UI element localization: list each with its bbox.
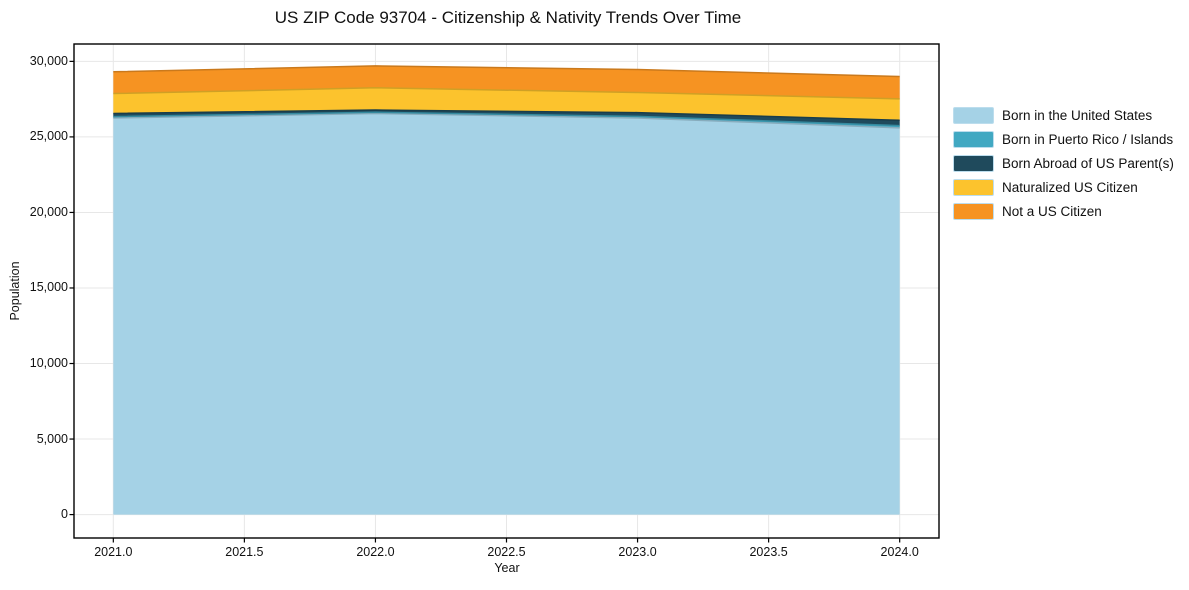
legend-label-0: Born in the United States [1002,108,1153,123]
y-tick-label-15000: 15,000 [29,280,68,295]
legend-item-1: Born in Puerto Rico / Islands [953,131,1174,148]
legend-item-0: Born in the United States [953,107,1174,124]
legend-label-4: Not a US Citizen [1002,204,1102,219]
area-band-0 [113,113,900,515]
y-tick-label-20000: 20,000 [29,204,68,219]
y-tick-label-5000: 5,000 [36,431,68,446]
tick-marks [69,60,901,543]
area-topline-4 [113,65,900,78]
area-topline-0 [113,112,900,129]
area-band-3 [113,87,900,121]
legend-swatch-0 [953,107,994,124]
legend-item-2: Born Abroad of US Parent(s) [953,155,1174,172]
legend: Born in the United States Born in Puerto … [953,107,1174,227]
x-tick-label-2024.0: 2024.0 [880,545,919,559]
x-tick-label-2021.5: 2021.5 [225,545,264,559]
y-tick-label-0: 0 [61,507,68,522]
legend-label-3: Naturalized US Citizen [1002,180,1138,195]
x-axis-label: Year [494,561,520,575]
x-tick-label-2022.0: 2022.0 [356,545,395,559]
y-tick-label-10000: 10,000 [29,356,68,370]
y-tick-label-25000: 25,000 [29,129,68,144]
area-band-2 [113,110,900,126]
legend-swatch-2 [953,155,994,172]
x-tick-label-2023.5: 2023.5 [749,545,788,559]
legend-item-3: Naturalized US Citizen [953,179,1174,196]
legend-swatch-4 [953,203,994,220]
x-tick-label-2021.0: 2021.0 [94,545,133,559]
legend-swatch-1 [953,131,994,148]
legend-label-1: Born in Puerto Rico / Islands [1002,132,1174,147]
x-tick-label-2022.5: 2022.5 [487,545,526,559]
area-topline-3 [113,87,900,100]
area-topline-1 [113,111,900,127]
legend-item-4: Not a US Citizen [953,203,1174,220]
area-topline-2 [113,109,900,122]
legend-label-2: Born Abroad of US Parent(s) [1002,156,1174,171]
legend-swatch-3 [953,179,994,196]
chart-title: US ZIP Code 93704 - Citizenship & Nativi… [274,8,742,27]
x-tick-label-2023.0: 2023.0 [618,545,657,559]
area-band-4 [113,65,900,99]
y-tick-label-30000: 30,000 [29,53,68,68]
